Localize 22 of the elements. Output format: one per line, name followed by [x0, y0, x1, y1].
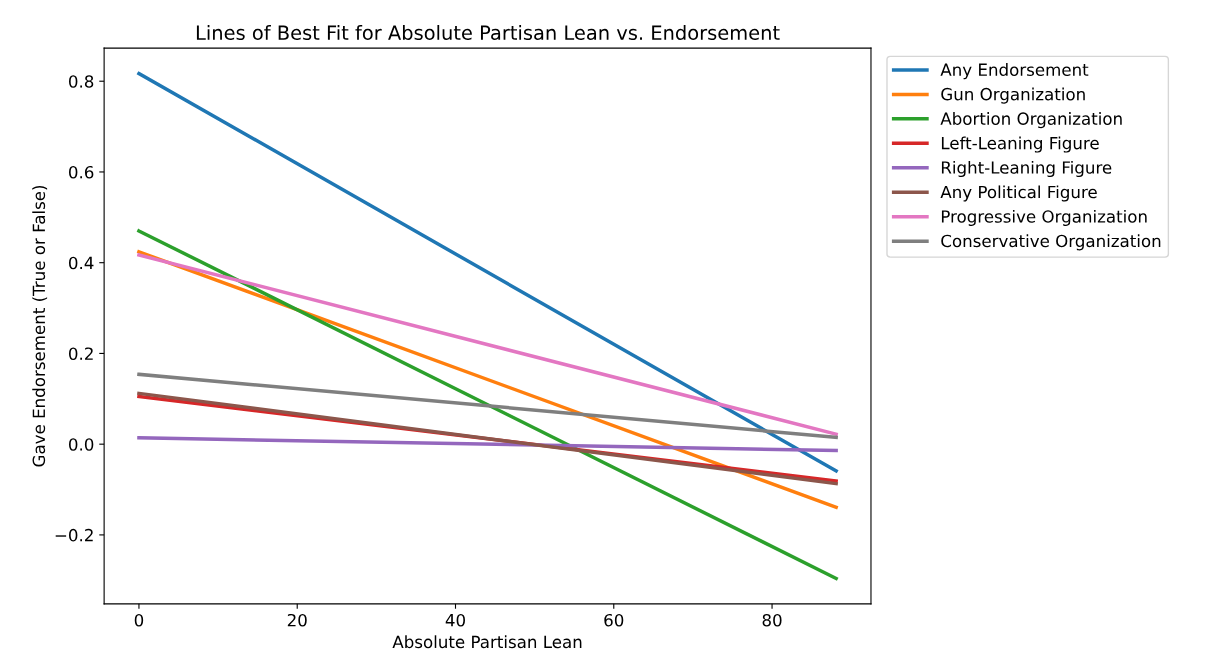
legend-label: Abortion Organization	[940, 112, 1122, 129]
y-tick-label: 0.8	[69, 75, 94, 88]
y-axis-title: Gave Endorsement (True or False)	[32, 185, 48, 467]
x-tick-label: 80	[762, 613, 782, 627]
legend-label: Gun Organization	[941, 87, 1085, 104]
legend-label: Right-Leaning Figure	[941, 160, 1112, 178]
y-tick-label: 0.4	[69, 256, 94, 270]
x-tick-label: 60	[604, 613, 624, 627]
x-tick-label: 20	[287, 613, 307, 627]
legend-label: Left-Leaning Figure	[941, 136, 1099, 153]
x-tick-label: 0	[134, 613, 144, 627]
legend-label: Conservative Organization	[941, 234, 1161, 251]
chart-title: Lines of Best Fit for Absolute Partisan Lean vs. Endorsement	[196, 24, 780, 41]
y-tick-label: 0.6	[69, 165, 94, 179]
x-tick-label: 40	[445, 613, 465, 627]
legend-label: Any Political Figure	[940, 185, 1097, 202]
y-tick-label: 0.0	[69, 438, 94, 451]
legend-label: Any Endorsement	[940, 63, 1089, 80]
legend-label: Progressive Organization	[941, 209, 1147, 227]
x-axis-title: Absolute Partisan Lean	[392, 635, 582, 649]
y-tick-label: −0.2	[55, 528, 93, 542]
y-tick-label: 0.2	[69, 347, 93, 360]
